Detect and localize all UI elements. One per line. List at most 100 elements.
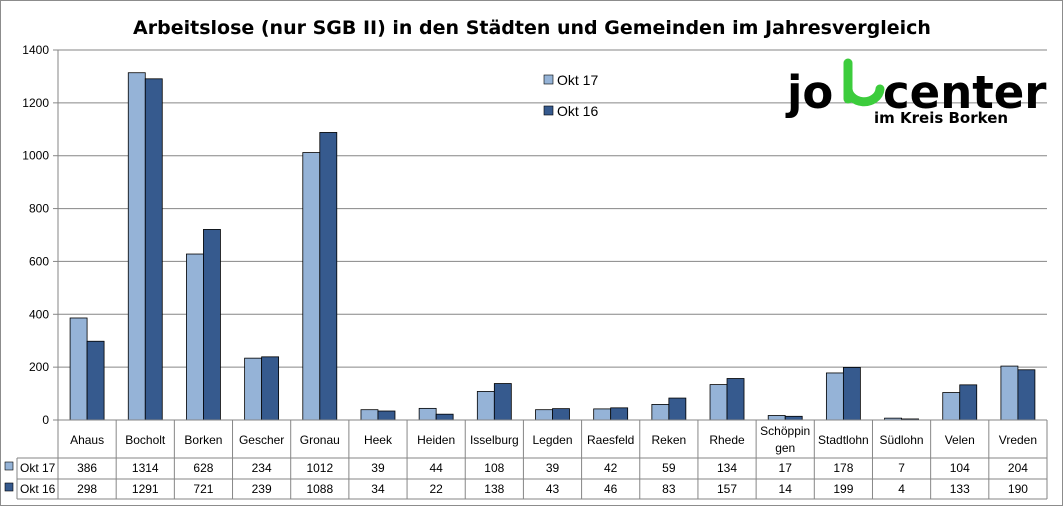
bar-okt17 bbox=[709, 384, 728, 421]
bar-okt16 bbox=[959, 384, 978, 421]
legend-label: Okt 17 bbox=[557, 72, 598, 88]
bar-okt17 bbox=[127, 72, 146, 421]
data-cell: 44 bbox=[429, 461, 443, 475]
data-cell: 42 bbox=[604, 461, 618, 475]
logo-subtitle: im Kreis Borken bbox=[874, 109, 1008, 127]
bar-okt16 bbox=[319, 132, 338, 421]
bar-okt17 bbox=[535, 409, 553, 421]
bar-okt17 bbox=[302, 152, 321, 421]
data-cell: 298 bbox=[77, 482, 97, 496]
bar-okt16 bbox=[610, 407, 629, 421]
bar-okt17 bbox=[476, 391, 495, 421]
data-cell: 39 bbox=[546, 461, 560, 475]
chart-title: Arbeitslose (nur SGB II) in den Städten … bbox=[133, 17, 931, 39]
data-cell: 1012 bbox=[306, 461, 333, 475]
data-cell: 133 bbox=[950, 482, 970, 496]
legend-key-cell bbox=[4, 482, 14, 492]
data-cell: 104 bbox=[950, 461, 970, 475]
logo-text-jo: jo bbox=[785, 66, 833, 119]
data-cell: 234 bbox=[252, 461, 272, 475]
y-tick-label: 400 bbox=[29, 307, 49, 321]
data-cell: 43 bbox=[546, 482, 560, 496]
y-tick-label: 1000 bbox=[22, 149, 49, 163]
jobcenter-logo: jo center im Kreis Borken bbox=[785, 58, 1047, 127]
category-label: Legden bbox=[532, 433, 572, 447]
data-cell: 22 bbox=[429, 482, 443, 496]
bar-okt17 bbox=[360, 409, 379, 421]
category-label: Ahaus bbox=[70, 433, 104, 447]
category-label: Gronau bbox=[300, 433, 340, 447]
data-cell: 204 bbox=[1008, 461, 1028, 475]
bar-okt17 bbox=[69, 317, 88, 421]
gridlines bbox=[58, 49, 1047, 421]
data-cell: 190 bbox=[1008, 482, 1028, 496]
data-cell: 39 bbox=[371, 461, 385, 475]
data-cell: 17 bbox=[779, 461, 793, 475]
y-axis: 0 200 400 600 800 1000 1200 1400 bbox=[22, 43, 59, 427]
data-cell: 1088 bbox=[306, 482, 333, 496]
legend-key-cell bbox=[4, 461, 14, 471]
bar-okt16 bbox=[144, 78, 163, 421]
category-label: Isselburg bbox=[470, 433, 519, 447]
data-cell: 199 bbox=[833, 482, 853, 496]
category-label: Heek bbox=[364, 433, 393, 447]
data-cell: 83 bbox=[662, 482, 676, 496]
legend-swatch bbox=[543, 105, 554, 116]
y-tick-label: 1400 bbox=[22, 43, 49, 57]
bar-okt16 bbox=[261, 356, 280, 421]
category-label: Reken bbox=[652, 433, 687, 447]
bar-okt17 bbox=[244, 357, 263, 421]
bar-okt16 bbox=[377, 410, 396, 421]
logo-text-center: center bbox=[883, 66, 1047, 119]
data-cell: 7 bbox=[898, 461, 905, 475]
y-tick-label: 0 bbox=[42, 413, 49, 427]
bar-okt16 bbox=[552, 408, 570, 421]
category-label: Borken bbox=[184, 433, 222, 447]
data-cell: 1314 bbox=[132, 461, 159, 475]
bar-okt16 bbox=[86, 340, 105, 421]
category-label: Gescher bbox=[239, 433, 284, 447]
category-label: Vreden bbox=[999, 433, 1037, 447]
data-cell: 138 bbox=[484, 482, 504, 496]
category-label: Velen bbox=[945, 433, 975, 447]
bar-okt16 bbox=[1017, 369, 1036, 421]
y-tick-label: 600 bbox=[29, 254, 49, 268]
category-label: Südlohn bbox=[880, 433, 924, 447]
data-cell: 721 bbox=[193, 482, 213, 496]
data-cell: 134 bbox=[717, 461, 737, 475]
data-cell: 628 bbox=[193, 461, 213, 475]
series-name: Okt 17 bbox=[20, 461, 56, 475]
category-label: Raesfeld bbox=[587, 433, 634, 447]
legend-swatch bbox=[543, 74, 554, 85]
y-tick-label: 800 bbox=[29, 202, 49, 216]
y-tick-label: 1200 bbox=[22, 96, 49, 110]
category-label: Heiden bbox=[417, 433, 455, 447]
legend-label: Okt 16 bbox=[557, 103, 598, 119]
category-label: Bocholt bbox=[125, 433, 166, 447]
bar-okt17 bbox=[186, 253, 204, 421]
legend-key-swatch bbox=[4, 461, 14, 471]
bar-okt17 bbox=[825, 372, 844, 421]
data-cell: 14 bbox=[779, 482, 793, 496]
y-tick-label: 200 bbox=[29, 360, 49, 374]
data-cell: 157 bbox=[717, 482, 737, 496]
bar-okt17 bbox=[942, 392, 961, 421]
data-cell: 1291 bbox=[132, 482, 159, 496]
category-label: Schöppin bbox=[760, 424, 810, 438]
series-name: Okt 16 bbox=[20, 482, 56, 496]
bar-okt17 bbox=[1000, 365, 1019, 421]
bar-okt17 bbox=[418, 407, 437, 421]
bar-okt16 bbox=[726, 378, 745, 421]
data-cell: 386 bbox=[77, 461, 97, 475]
data-cell: 46 bbox=[604, 482, 618, 496]
data-cell: 34 bbox=[371, 482, 385, 496]
data-cell: 4 bbox=[898, 482, 905, 496]
bar-okt16 bbox=[493, 383, 512, 421]
bar-okt16 bbox=[784, 415, 803, 421]
legend-key-swatch bbox=[4, 482, 14, 492]
logo-b-mark bbox=[843, 58, 885, 107]
data-cell: 178 bbox=[833, 461, 853, 475]
bar-okt17 bbox=[593, 408, 612, 421]
bar-okt17 bbox=[651, 404, 670, 421]
